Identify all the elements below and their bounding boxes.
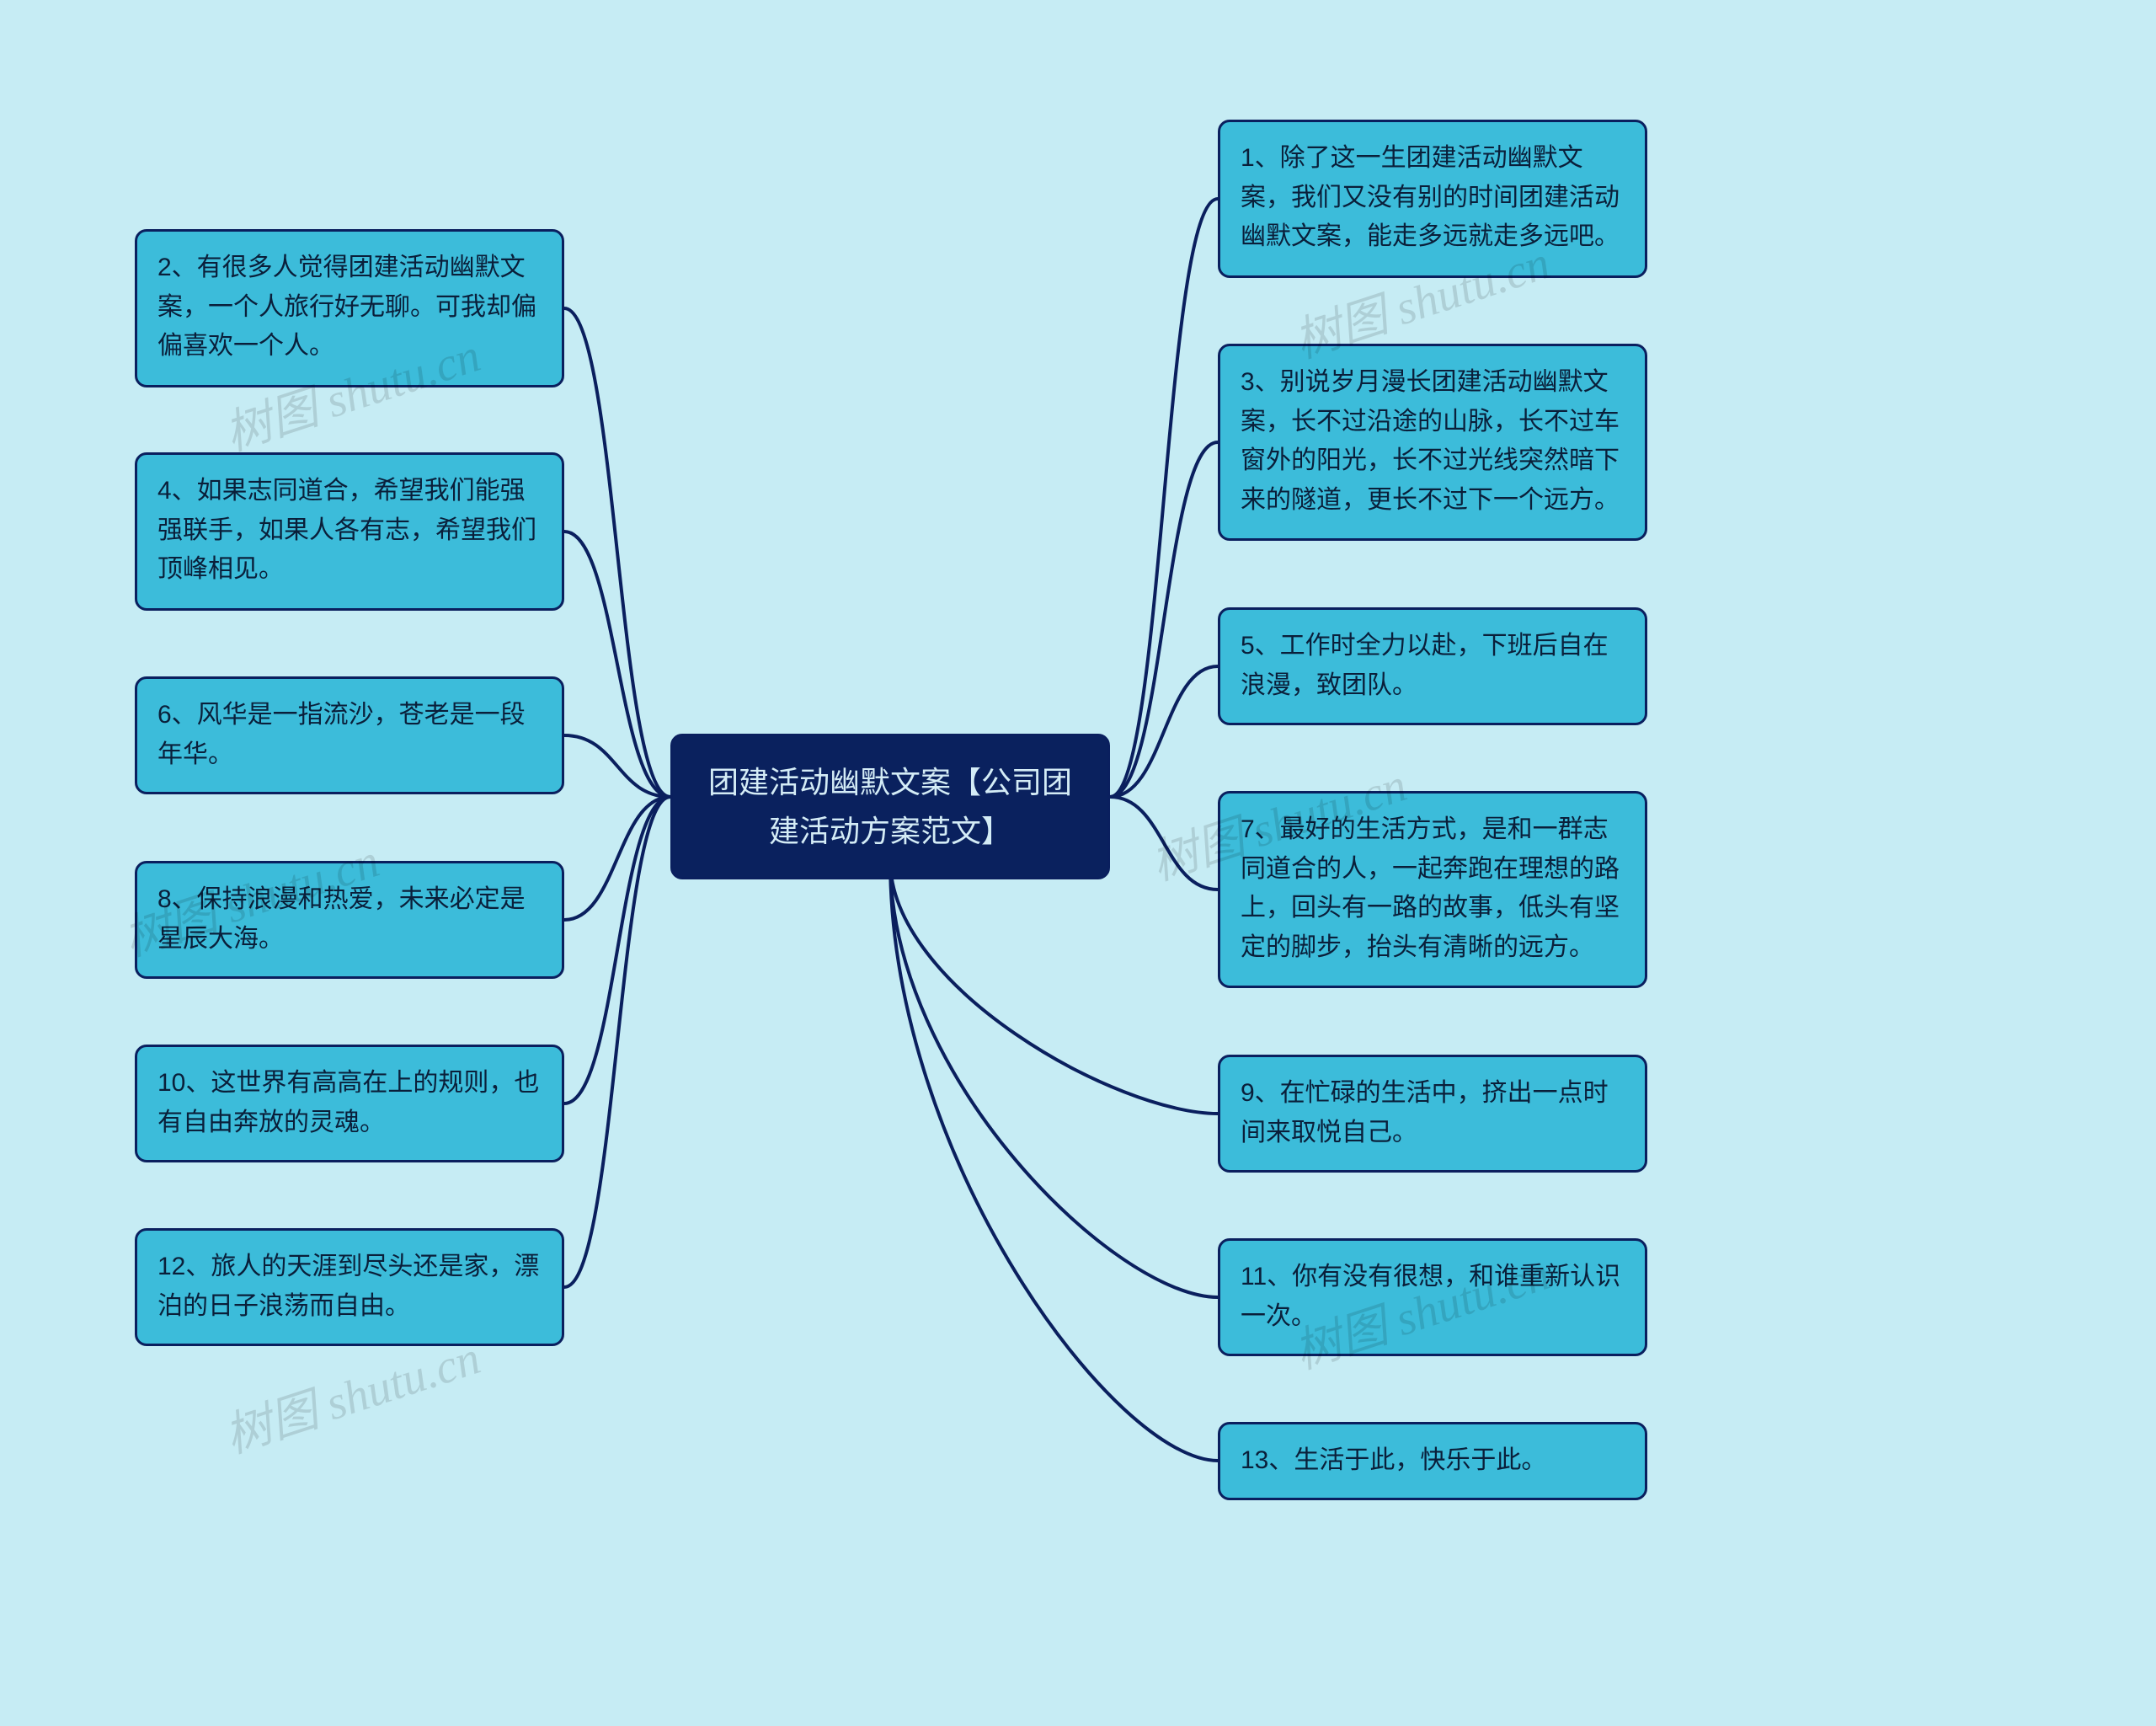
node-label: 4、如果志同道合，希望我们能强强联手，如果人各有志，希望我们顶峰相见。 (157, 477, 536, 583)
node-label: 9、在忙碌的生活中，挤出一点时间来取悦自己。 (1241, 1079, 1609, 1146)
node-label: 5、工作时全力以赴，下班后自在浪漫，致团队。 (1241, 632, 1609, 699)
node-label: 3、别说岁月漫长团建活动幽默文案，长不过沿途的山脉，长不过车窗外的阳光，长不过光… (1241, 368, 1620, 514)
node-label: 团建活动幽默文案【公司团建活动方案范文】 (708, 765, 1072, 848)
node-1[interactable]: 1、除了这一生团建活动幽默文案，我们又没有别的时间团建活动幽默文案，能走多远就走… (1218, 120, 1647, 278)
node-2[interactable]: 2、有很多人觉得团建活动幽默文案，一个人旅行好无聊。可我却偏偏喜欢一个人。 (135, 229, 564, 387)
node-11[interactable]: 11、你有没有很想，和谁重新认识一次。 (1218, 1238, 1647, 1356)
node-label: 11、你有没有很想，和谁重新认识一次。 (1241, 1263, 1620, 1330)
node-3[interactable]: 3、别说岁月漫长团建活动幽默文案，长不过沿途的山脉，长不过车窗外的阳光，长不过光… (1218, 344, 1647, 541)
node-7[interactable]: 7、最好的生活方式，是和一群志同道合的人，一起奔跑在理想的路上，回头有一路的故事… (1218, 791, 1647, 988)
node-label: 10、这世界有高高在上的规则，也有自由奔放的灵魂。 (157, 1069, 539, 1136)
node-label: 13、生活于此，快乐于此。 (1241, 1446, 1546, 1474)
node-5[interactable]: 5、工作时全力以赴，下班后自在浪漫，致团队。 (1218, 607, 1647, 725)
node-label: 6、风华是一指流沙，苍老是一段年华。 (157, 701, 526, 768)
node-10[interactable]: 10、这世界有高高在上的规则，也有自由奔放的灵魂。 (135, 1045, 564, 1162)
node-label: 7、最好的生活方式，是和一群志同道合的人，一起奔跑在理想的路上，回头有一路的故事… (1241, 815, 1620, 961)
node-9[interactable]: 9、在忙碌的生活中，挤出一点时间来取悦自己。 (1218, 1055, 1647, 1173)
node-4[interactable]: 4、如果志同道合，希望我们能强强联手，如果人各有志，希望我们顶峰相见。 (135, 452, 564, 611)
node-label: 1、除了这一生团建活动幽默文案，我们又没有别的时间团建活动幽默文案，能走多远就走… (1241, 144, 1620, 250)
node-label: 12、旅人的天涯到尽头还是家，漂泊的日子浪荡而自由。 (157, 1253, 539, 1320)
node-8[interactable]: 8、保持浪漫和热爱，未来必定是星辰大海。 (135, 861, 564, 979)
node-13[interactable]: 13、生活于此，快乐于此。 (1218, 1422, 1647, 1500)
mindmap-canvas: 团建活动幽默文案【公司团建活动方案范文】 2、有很多人觉得团建活动幽默文案，一个人… (0, 0, 2156, 1726)
node-center[interactable]: 团建活动幽默文案【公司团建活动方案范文】 (670, 734, 1110, 879)
node-6[interactable]: 6、风华是一指流沙，苍老是一段年华。 (135, 676, 564, 794)
node-12[interactable]: 12、旅人的天涯到尽头还是家，漂泊的日子浪荡而自由。 (135, 1228, 564, 1346)
node-label: 2、有很多人觉得团建活动幽默文案，一个人旅行好无聊。可我却偏偏喜欢一个人。 (157, 254, 536, 360)
node-label: 8、保持浪漫和热爱，未来必定是星辰大海。 (157, 885, 526, 953)
